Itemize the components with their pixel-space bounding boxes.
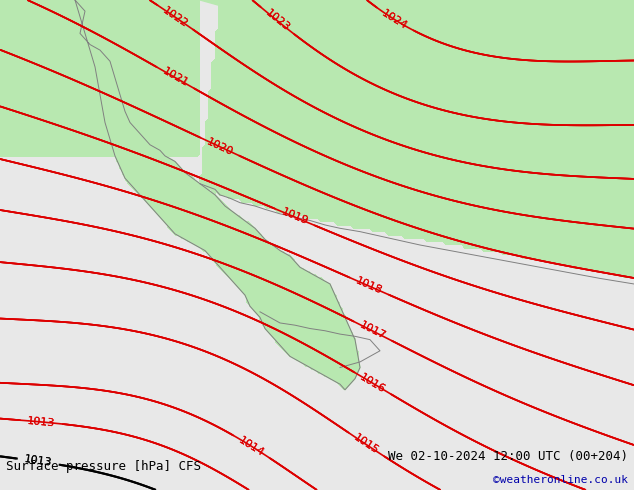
- Text: 1013: 1013: [23, 455, 53, 468]
- Text: 1024: 1024: [380, 8, 410, 31]
- Text: 1015: 1015: [352, 433, 381, 457]
- Text: 1013: 1013: [27, 416, 56, 428]
- Text: 1015: 1015: [352, 433, 381, 457]
- Text: 1017: 1017: [358, 320, 387, 342]
- Text: 1016: 1016: [358, 372, 387, 395]
- Text: 1019: 1019: [280, 207, 309, 227]
- Text: 1013: 1013: [27, 416, 56, 428]
- Text: Surface pressure [hPa] CFS: Surface pressure [hPa] CFS: [6, 460, 202, 473]
- Text: 1016: 1016: [358, 372, 387, 395]
- Text: 1017: 1017: [358, 320, 387, 342]
- Polygon shape: [75, 0, 360, 390]
- Text: 1013: 1013: [23, 455, 53, 468]
- Text: 1021: 1021: [160, 66, 190, 89]
- Text: 1020: 1020: [205, 136, 235, 157]
- Text: 1014: 1014: [237, 435, 266, 458]
- Text: 1021: 1021: [160, 66, 190, 89]
- Text: 1018: 1018: [354, 276, 384, 296]
- Text: 1014: 1014: [237, 435, 266, 458]
- Text: 1023: 1023: [263, 8, 291, 33]
- Text: 1022: 1022: [161, 5, 190, 29]
- Text: We 02-10-2024 12:00 UTC (00+204): We 02-10-2024 12:00 UTC (00+204): [387, 450, 628, 463]
- Polygon shape: [200, 0, 634, 228]
- Text: ©weatheronline.co.uk: ©weatheronline.co.uk: [493, 475, 628, 485]
- Text: 1023: 1023: [263, 8, 291, 33]
- Text: 1020: 1020: [205, 136, 235, 157]
- Text: 1024: 1024: [380, 8, 410, 31]
- Text: 1019: 1019: [280, 207, 309, 227]
- Text: 1022: 1022: [161, 5, 190, 29]
- Text: 1018: 1018: [354, 276, 384, 296]
